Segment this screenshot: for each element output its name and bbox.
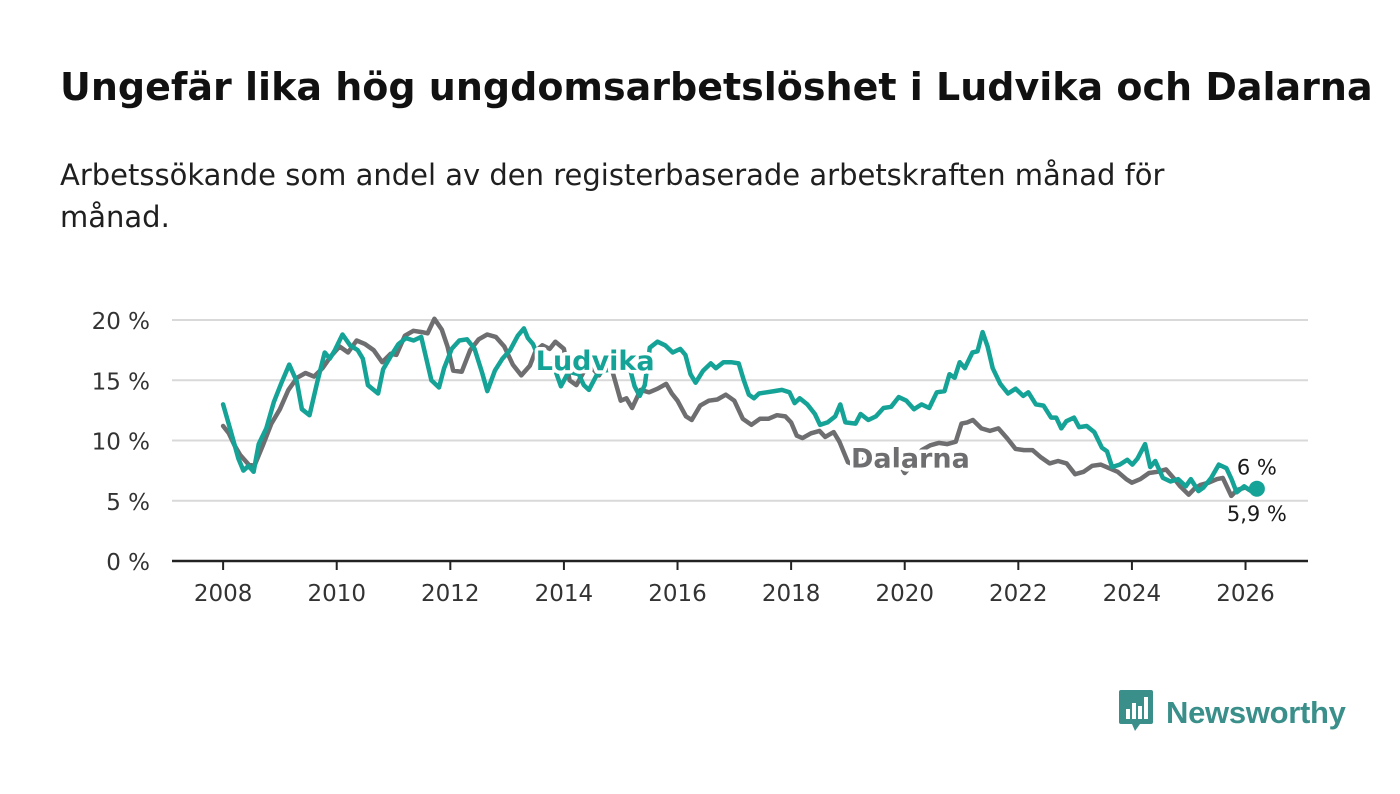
end-marker-ludvika <box>1248 480 1265 497</box>
series-line-ludvika <box>220 326 1260 495</box>
series-label-ludvika: Ludvika <box>536 346 655 377</box>
x-tick-label: 2012 <box>421 581 480 607</box>
y-tick-label: 20 % <box>92 309 150 335</box>
chart-title: Ungefär lika hög ungdomsarbetslöshet i L… <box>60 65 1373 109</box>
y-tick-label: 15 % <box>92 369 150 395</box>
x-tick-label: 2020 <box>875 581 934 607</box>
y-tick-label: 5 % <box>106 490 150 516</box>
x-tick-label: 2022 <box>989 581 1048 607</box>
y-tick-label: 0 % <box>106 550 150 576</box>
newsworthy-brand[interactable]: Newsworthy <box>1118 690 1346 736</box>
x-tick-label: 2026 <box>1216 581 1275 607</box>
y-tick-label: 10 % <box>92 430 150 456</box>
x-tick-label: 2008 <box>194 581 253 607</box>
x-tick-label: 2024 <box>1103 581 1162 607</box>
end-label-dalarna: 5,9 % <box>1227 502 1287 526</box>
x-tick-label: 2010 <box>307 581 366 607</box>
series-line-dalarna <box>220 316 1260 499</box>
end-label-ludvika: 6 % <box>1237 456 1277 480</box>
x-tick-label: 2016 <box>648 581 707 607</box>
newsworthy-brand-name: Newsworthy <box>1166 695 1346 730</box>
x-tick-label: 2018 <box>762 581 821 607</box>
series-label-dalarna: Dalarna <box>851 443 970 474</box>
chart-subtitle: Arbetssökande som andel av den registerb… <box>60 158 1165 234</box>
newsworthy-logo-icon <box>1118 688 1154 738</box>
x-tick-label: 2014 <box>535 581 594 607</box>
